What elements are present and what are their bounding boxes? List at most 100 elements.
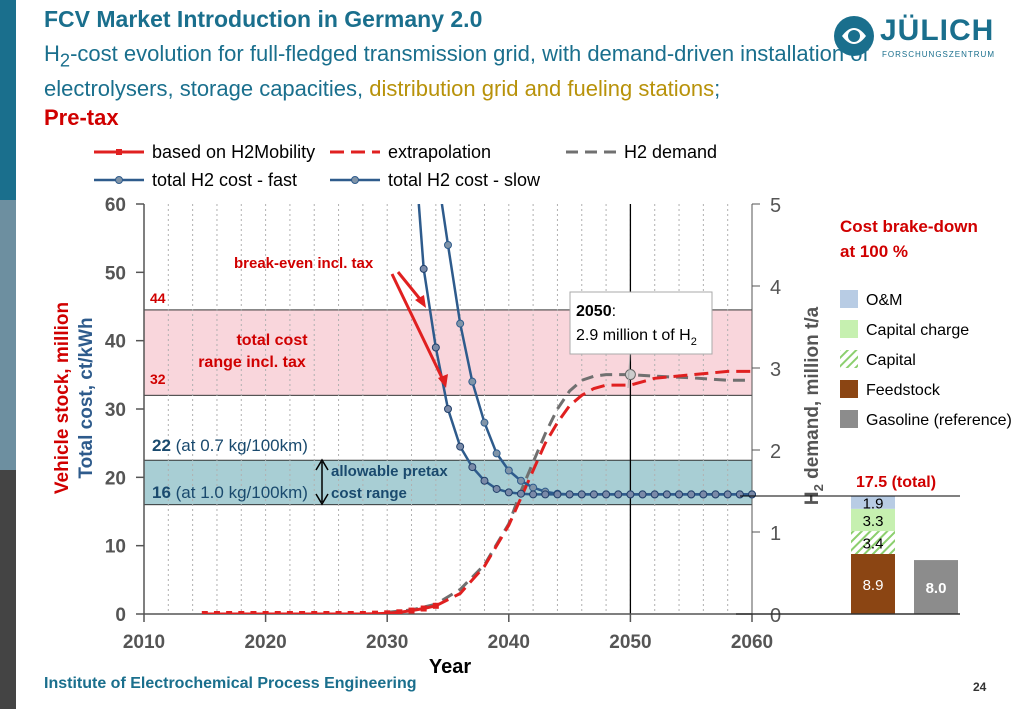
slow-cost-marker bbox=[735, 490, 744, 499]
h2mobility-marker bbox=[274, 611, 281, 614]
breakdown-legend-label: Gasoline (reference) bbox=[866, 412, 1012, 429]
callout-colon: : bbox=[612, 303, 616, 320]
fast-cost-marker bbox=[577, 490, 586, 499]
fast-cost-marker bbox=[541, 490, 550, 499]
slow-cost-marker bbox=[662, 490, 671, 499]
break-even-arrowhead-2 bbox=[438, 374, 448, 388]
slide-title: FCV Market Introduction in Germany 2.0 bbox=[44, 6, 483, 32]
stack-value-label: 3.4 bbox=[863, 536, 884, 553]
pretax-arrow-head-top bbox=[315, 458, 329, 471]
stack-segment-capital bbox=[851, 531, 895, 554]
slide-subtitle: H2-cost evolution for full-fledged trans… bbox=[44, 39, 984, 132]
break-even-arrow-2 bbox=[390, 273, 446, 383]
subtitle-text-2: -cost evolution for full-fledged transmi… bbox=[44, 41, 869, 102]
fast-cost-marker bbox=[687, 490, 696, 499]
slow-cost-marker bbox=[504, 466, 513, 475]
x-tick-label: 2030 bbox=[366, 632, 408, 653]
right-tick-label: 1 bbox=[770, 523, 781, 545]
fast-cost-marker bbox=[626, 490, 635, 499]
juelich-logo-icon bbox=[834, 16, 874, 56]
stack-segment-o-m bbox=[851, 496, 895, 509]
breakdown-legend-swatch bbox=[840, 290, 858, 308]
h2mobility-marker bbox=[359, 611, 366, 614]
stack-segment-feedstock bbox=[851, 554, 895, 614]
x-tick-label: 2060 bbox=[731, 632, 773, 653]
band-high-label: 44 bbox=[150, 290, 166, 306]
stack-value-label: 8.9 bbox=[863, 577, 884, 594]
teal-low-value: 16 bbox=[152, 483, 171, 502]
logo-name: JÜLICH bbox=[880, 14, 995, 47]
fast-cost-marker bbox=[431, 343, 440, 352]
teal-band-high-label: 22 (at 0.7 kg/100km) bbox=[152, 436, 308, 455]
fast-cost-marker bbox=[419, 264, 428, 273]
left-tick-label: 20 bbox=[105, 468, 126, 489]
fast-cost-marker bbox=[565, 490, 574, 499]
breakdown-legend-label: O&M bbox=[866, 292, 902, 309]
break-even-arrowhead-1 bbox=[415, 295, 426, 308]
h2mobility-marker bbox=[335, 611, 342, 614]
h2mobility-marker bbox=[286, 611, 293, 614]
right-tick-label: 2 bbox=[770, 441, 781, 463]
left-y-axis-label-vehicles: Vehicle stock, million bbox=[52, 302, 73, 494]
breakdown-legend-swatch bbox=[840, 320, 858, 338]
breakdown-legend-label: Capital charge bbox=[866, 322, 969, 339]
h2mobility-marker bbox=[238, 611, 245, 614]
fast-cost-marker bbox=[553, 490, 562, 499]
subtitle-text-3: ; bbox=[714, 76, 721, 102]
legend-marker-cost bbox=[351, 176, 359, 184]
sidebar-block-middle bbox=[0, 200, 16, 470]
footer-institute: Institute of Electrochemical Process Eng… bbox=[44, 675, 417, 692]
fast-cost-marker bbox=[589, 490, 598, 499]
legend-marker-cost bbox=[115, 176, 123, 184]
sidebar-block-bottom bbox=[0, 470, 16, 709]
series-h2-demand bbox=[387, 373, 752, 614]
callout-point bbox=[624, 369, 636, 381]
slow-cost-marker bbox=[687, 490, 696, 499]
fast-cost-marker bbox=[492, 484, 501, 493]
slow-cost-marker bbox=[626, 490, 635, 499]
right-axis-label-subscript: 2 bbox=[811, 484, 826, 491]
slow-cost-marker bbox=[589, 490, 598, 499]
left-tick-label: 0 bbox=[115, 605, 126, 626]
fast-cost-marker bbox=[529, 490, 538, 499]
fast-cost-marker bbox=[516, 489, 525, 498]
left-tick-label: 40 bbox=[105, 332, 126, 353]
subtitle-pretax: Pre-tax bbox=[44, 105, 119, 131]
right-axis-label-part: demand, million t/a bbox=[802, 306, 823, 484]
slow-cost-marker bbox=[675, 490, 684, 499]
slow-cost-marker bbox=[638, 490, 647, 499]
slow-cost-marker bbox=[468, 377, 477, 386]
left-tick-label: 30 bbox=[105, 400, 126, 421]
sidebar-block-top bbox=[0, 0, 16, 200]
x-axis-label: Year bbox=[429, 656, 471, 678]
slow-cost-marker bbox=[516, 476, 525, 485]
slow-cost-marker bbox=[444, 241, 452, 249]
callout-subscript: 2 bbox=[691, 336, 697, 348]
slow-cost-marker bbox=[480, 418, 489, 427]
fast-cost-marker bbox=[468, 463, 477, 472]
page-number: 24 bbox=[973, 680, 987, 694]
slow-cost-marker bbox=[577, 490, 586, 499]
fast-cost-marker bbox=[638, 490, 647, 499]
slow-cost-marker bbox=[723, 490, 732, 499]
right-tick-label: 3 bbox=[770, 359, 781, 381]
h2mobility-marker bbox=[250, 611, 257, 614]
x-tick-label: 2040 bbox=[488, 632, 530, 653]
break-even-label: break-even incl. tax bbox=[234, 255, 374, 272]
pretax-arrow-head-bottom bbox=[315, 493, 329, 506]
callout-year: 2050 bbox=[576, 303, 612, 320]
fast-cost-marker bbox=[614, 490, 623, 499]
fast-cost-marker bbox=[675, 490, 684, 499]
break-even-arrow-1 bbox=[396, 271, 426, 305]
right-tick-label: 5 bbox=[770, 195, 781, 217]
legend-label: extrapolation bbox=[388, 142, 491, 162]
teal-band-label-2: cost range bbox=[331, 485, 407, 502]
h2mobility-marker bbox=[347, 611, 354, 614]
breakdown-legend-label: Capital bbox=[866, 352, 916, 369]
callout-line-2: 2.9 million t of H2 bbox=[576, 327, 697, 348]
teal-low-note: (at 1.0 kg/100km) bbox=[171, 483, 308, 502]
fast-cost-marker bbox=[650, 490, 659, 499]
pink-band-label-1: total cost bbox=[236, 332, 308, 349]
callout-pointer bbox=[627, 353, 631, 389]
stack-segment-capital-charge bbox=[851, 508, 895, 532]
